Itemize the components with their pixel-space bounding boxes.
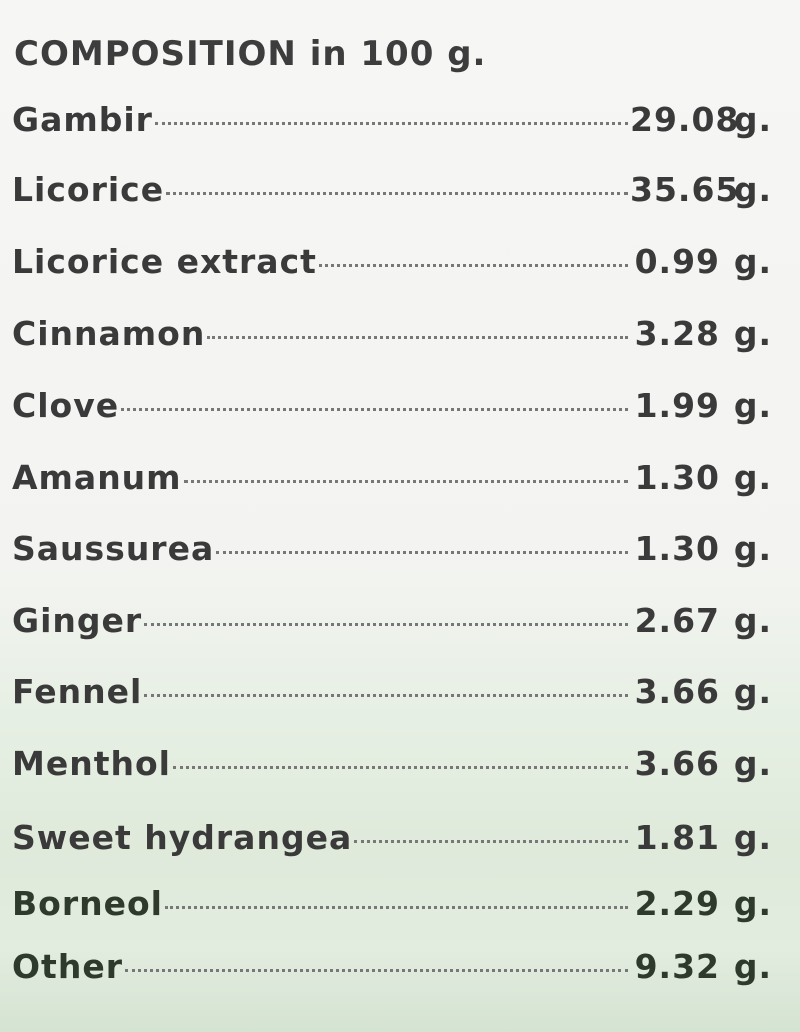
ingredient-name: Borneol xyxy=(12,884,163,923)
ingredient-amount: 1.99 xyxy=(634,386,720,425)
composition-row: Cinnamon 3.28 g. xyxy=(12,314,772,364)
unit: g. xyxy=(733,386,772,425)
unit: g. xyxy=(733,884,772,923)
dot-leader xyxy=(318,264,628,267)
unit: g. xyxy=(733,314,772,353)
composition-row: Other 9.32 g. xyxy=(12,947,772,997)
ingredient-name: Ginger xyxy=(12,601,143,640)
unit: g. xyxy=(733,529,772,568)
dot-leader xyxy=(144,623,628,626)
ingredient-amount: 3.28 xyxy=(634,314,720,353)
dot-leader xyxy=(144,694,628,697)
ingredient-name: Menthol xyxy=(12,744,171,783)
ingredient-name: Sweet hydrangea xyxy=(12,818,353,857)
dot-leader xyxy=(121,408,628,411)
composition-row: Clove 1.99 g. xyxy=(12,386,772,436)
composition-row: Ginger 2.67 g. xyxy=(12,601,772,651)
unit: g. xyxy=(733,818,772,857)
composition-title: COMPOSITION in 100 g. xyxy=(14,34,487,74)
composition-row: Saussurea 1.30 g. xyxy=(12,529,772,579)
ingredient-amount: 3.66 xyxy=(634,744,720,783)
dot-leader xyxy=(164,906,628,909)
ingredient-amount: 35.65 xyxy=(630,170,740,209)
unit: g. xyxy=(733,601,772,640)
composition-row: Gambir 29.08 g. xyxy=(12,100,772,150)
unit: g. xyxy=(733,744,772,783)
dot-leader xyxy=(166,192,628,195)
composition-row: Sweet hydrangea 1.81 g. xyxy=(12,818,772,868)
ingredient-name: Saussurea xyxy=(12,529,215,568)
dot-leader xyxy=(183,480,628,483)
ingredient-amount: 1.81 xyxy=(634,818,720,857)
dot-leader xyxy=(124,969,628,972)
ingredient-amount: 2.29 xyxy=(634,884,720,923)
unit: g. xyxy=(733,947,772,986)
ingredient-name: Amanum xyxy=(12,458,182,497)
ingredient-name: Fennel xyxy=(12,672,143,711)
dot-leader xyxy=(216,551,628,554)
unit: g. xyxy=(733,458,772,497)
ingredient-amount: 1.30 xyxy=(634,529,720,568)
composition-row: Menthol 3.66 g. xyxy=(12,744,772,794)
ingredient-name: Licorice extract xyxy=(12,242,317,281)
ingredient-amount: 3.66 xyxy=(634,672,720,711)
unit: g. xyxy=(733,672,772,711)
composition-row: Licorice 35.65 g. xyxy=(12,170,772,220)
dot-leader xyxy=(207,336,628,339)
composition-row: Borneol 2.29 g. xyxy=(12,884,772,934)
ingredient-name: Gambir xyxy=(12,100,153,139)
unit: g. xyxy=(733,170,772,209)
unit: g. xyxy=(733,100,772,139)
ingredient-amount: 2.67 xyxy=(634,601,720,640)
unit: g. xyxy=(733,242,772,281)
ingredient-name: Licorice xyxy=(12,170,165,209)
ingredient-amount: 29.08 xyxy=(630,100,740,139)
ingredient-name: Other xyxy=(12,947,123,986)
ingredient-name: Clove xyxy=(12,386,120,425)
ingredient-amount: 1.30 xyxy=(634,458,720,497)
ingredient-name: Cinnamon xyxy=(12,314,206,353)
composition-row: Licorice extract 0.99 g. xyxy=(12,242,772,292)
composition-row: Amanum 1.30 g. xyxy=(12,458,772,508)
ingredient-amount: 9.32 xyxy=(634,947,720,986)
dot-leader xyxy=(154,122,628,125)
dot-leader xyxy=(354,840,628,843)
composition-row: Fennel 3.66 g. xyxy=(12,672,772,722)
dot-leader xyxy=(172,766,628,769)
ingredient-amount: 0.99 xyxy=(634,242,720,281)
